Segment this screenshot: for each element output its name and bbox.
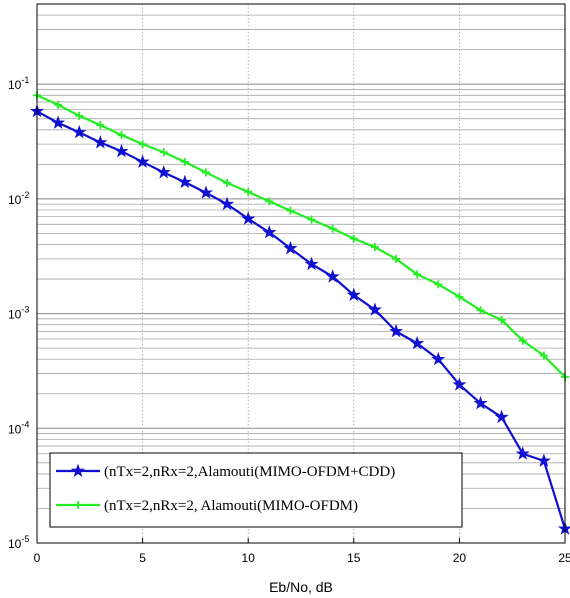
data-point [455, 292, 464, 301]
plot-frame [36, 3, 566, 544]
data-point [536, 453, 551, 467]
data-point [473, 395, 488, 410]
series-1 [29, 103, 570, 535]
series-line [36, 110, 567, 530]
data-point [328, 224, 337, 233]
data-point [51, 115, 66, 129]
data-point [388, 323, 404, 338]
x-tick-label: 0 [34, 551, 41, 565]
data-point [349, 234, 358, 243]
data-point [180, 157, 189, 166]
data-point [198, 185, 214, 199]
data-point [410, 335, 425, 350]
legend-box [49, 452, 463, 528]
data-point [138, 140, 147, 149]
data-point [452, 377, 467, 391]
data-point [262, 225, 277, 239]
data-point [72, 124, 87, 139]
data-point [159, 148, 168, 157]
legend-marker [74, 501, 82, 509]
legend-label: (nTx=2,nRx=2, Alamouti(MIMO-OFDM) [104, 498, 358, 514]
data-point [177, 174, 192, 189]
data-point [114, 143, 129, 158]
x-axis-label: Eb/No, dB [269, 579, 333, 595]
data-point [156, 165, 171, 179]
x-tick-label: 5 [139, 551, 146, 565]
x-tick-label: 25 [558, 551, 570, 565]
data-point [96, 121, 105, 130]
data-point [325, 269, 340, 283]
data-point [497, 315, 506, 324]
series-2 [33, 91, 569, 382]
series-layer [29, 91, 570, 535]
data-point [75, 111, 84, 120]
legend-entry: (nTx=2,nRx=2,Alamouti(MIMO-OFDM+CDD) [56, 463, 395, 480]
data-point [223, 178, 232, 187]
data-point [515, 446, 530, 460]
series-line [36, 94, 566, 378]
data-point [244, 187, 253, 196]
data-point [307, 215, 316, 224]
data-point [346, 287, 361, 302]
data-point [518, 336, 527, 345]
legend-marker [70, 463, 86, 477]
data-point [434, 280, 443, 289]
data-point [370, 243, 379, 252]
data-point [54, 100, 63, 109]
data-point [117, 131, 126, 140]
data-point [201, 168, 210, 177]
legend: (nTx=2,nRx=2,Alamouti(MIMO-OFDM+CDD) (nTx… [49, 452, 463, 528]
data-point [241, 211, 256, 225]
data-point [220, 196, 235, 211]
data-point [135, 154, 150, 168]
x-tick-label: 20 [453, 551, 467, 565]
legend-entry: (nTx=2,nRx=2, Alamouti(MIMO-OFDM) [56, 498, 358, 514]
legend-label: (nTx=2,nRx=2,Alamouti(MIMO-OFDM+CDD) [104, 464, 395, 480]
y-tick-label: 10-2 [8, 190, 29, 207]
x-tick-label: 15 [347, 551, 361, 565]
y-tick-label: 10-1 [8, 75, 29, 92]
x-tick-label: 10 [242, 551, 256, 565]
data-point [539, 351, 548, 360]
data-point [476, 306, 485, 315]
data-point [413, 270, 422, 279]
data-point [265, 197, 274, 206]
data-point [286, 206, 295, 215]
y-tick-label: 10-5 [8, 534, 29, 551]
data-point [557, 521, 570, 535]
data-point [392, 254, 401, 263]
data-point [283, 240, 298, 255]
data-point [304, 256, 319, 271]
y-tick-label: 10-3 [8, 305, 29, 322]
data-point [431, 351, 446, 366]
y-tick-label: 10-4 [8, 419, 29, 436]
x-tick-labels: 0 5 10 15 20 25 [34, 538, 570, 565]
data-point [494, 409, 509, 424]
y-tick-labels: 10-1 10-2 10-3 10-4 10-5 [8, 75, 29, 551]
data-point [93, 135, 108, 149]
data-point [367, 302, 382, 316]
